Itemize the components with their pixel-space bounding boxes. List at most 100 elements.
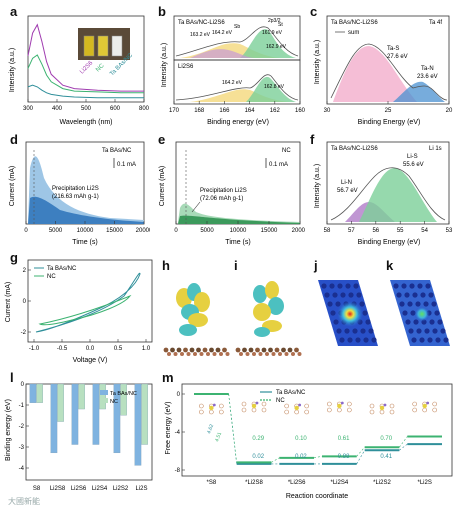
chart-e-x-tick-label: 5000 (200, 228, 214, 234)
chart-m-connector (228, 393, 237, 463)
substrate-atom (258, 352, 263, 356)
lattice-site (337, 283, 343, 289)
chart-m-y-tick-label: -8 (175, 468, 181, 474)
panel-label-l: l (10, 370, 14, 385)
chart-c-peak-value-2: 23.6 eV (417, 74, 438, 80)
chart-c-peak-label-2: Ta-N (421, 66, 434, 72)
substrate-atom (271, 352, 276, 356)
substrate-atom (173, 352, 178, 356)
molecule-ring (241, 401, 247, 407)
lattice-site (431, 301, 437, 307)
chart-l-category: Li2S (135, 486, 147, 492)
chart-a-xlabel: Wavelength (nm) (59, 119, 112, 126)
chart-g-cv: Current (mA) 2 0 -2 Ta BAs/NC NC -1.0 -0.5 0… (5, 259, 153, 364)
chart-b-x-tick-label: 170 (169, 108, 180, 114)
substrate-atom (294, 347, 299, 353)
substrate-atom (193, 352, 197, 356)
lattice-site (347, 337, 353, 343)
substrate-atom (239, 352, 243, 356)
chart-f-x-tick-label: 54 (421, 228, 428, 234)
chart-b-peak-1: 161.9 eV (262, 30, 283, 36)
chart-l-category: Li2S8 (50, 486, 66, 492)
molecule-sulfur (251, 403, 257, 409)
chart-m-category: *Li2S8 (245, 480, 263, 486)
chart-b-x-tick-label: 160 (295, 108, 305, 114)
molecule-ring (261, 401, 267, 407)
chart-a-x-tick-label: 800 (139, 106, 150, 112)
chart-d-annotation: Precipitation Li2S (52, 186, 99, 192)
molecule-li (212, 403, 216, 407)
chart-g-legend-nc: NC (47, 274, 56, 280)
chart-f-title-left: Ta BAs/NC-Li2S6 (331, 146, 378, 152)
panel-label-a: a (10, 4, 18, 19)
chart-l-category: S8 (33, 486, 41, 492)
chart-m-category: *Li2S4 (330, 480, 348, 486)
molecule-ring (369, 409, 375, 415)
fig-i-lobe-cyan-1 (253, 285, 267, 303)
chart-b-ylabel: Intensity (a.u.) (161, 43, 168, 87)
chart-d-x-tick-label: 20000 (136, 228, 150, 234)
substrate-atom (176, 347, 182, 353)
chart-b-top-sample: Ta BAs/NC-Li2S6 (178, 20, 225, 26)
substrate-atom (281, 347, 286, 353)
chart-m-step-nc: 0.10 (295, 436, 307, 442)
substrate-atom (287, 347, 293, 353)
chart-f-peak-value-2: 56.7 eV (337, 188, 358, 194)
molecule-ring (304, 409, 309, 415)
chart-l-bar (50, 383, 58, 454)
lattice-site (420, 292, 426, 298)
fig-j-hotspot (336, 300, 364, 328)
chart-c-title-right: Ta 4f (429, 20, 442, 26)
molecule-ring (337, 407, 342, 413)
chart-m-connector (271, 457, 280, 463)
chart-e-label: NC (282, 148, 291, 154)
chart-m-category: *S8 (206, 480, 216, 486)
molecule-li (426, 401, 430, 405)
chart-l-bar (141, 383, 148, 445)
substrate-atom (278, 352, 282, 356)
chart-e-xlabel: Time (s) (225, 239, 250, 246)
chart-b-bottom-peak-2: 162.8 eV (264, 84, 285, 90)
substrate-atom (297, 352, 302, 356)
chart-l-binding-energy: Binding energy (eV) 0-1-2-3-4 Ta BAs/NC … (5, 382, 153, 492)
substrate-atom (284, 352, 289, 356)
chart-c-peak-ta-s (333, 46, 417, 102)
substrate-atom (215, 347, 221, 353)
substrate-atom (225, 352, 230, 356)
chart-c-legend: sum (348, 30, 359, 36)
substrate-atom (196, 347, 201, 353)
chart-c-x-tick-label: 30 (324, 108, 331, 114)
chart-g-legend-ta: Ta BAs/NC (47, 266, 77, 272)
molecule-ring (284, 403, 289, 409)
chart-a-x-tick-label: 600 (110, 106, 121, 112)
lattice-site (425, 283, 431, 289)
chart-d-x-tick-label: 5000 (49, 228, 63, 234)
chart-l-bar (57, 383, 64, 422)
substrate-atom (248, 347, 254, 353)
substrate-atom (235, 347, 241, 353)
fig-k-hotspot (414, 306, 430, 322)
lattice-site (360, 328, 366, 334)
chart-f-x-tick-label: 55 (397, 228, 404, 234)
chart-m-category: *Li2S2 (373, 480, 391, 486)
chart-l-legend-nc-swatch (100, 398, 108, 403)
chart-f-peak-label-1: Li-S (407, 154, 418, 160)
molecule-ring (209, 409, 214, 415)
chart-l-bar (113, 383, 121, 454)
chart-l-bar (71, 383, 79, 445)
chart-e-arrow (191, 201, 201, 213)
chart-c-x-tick-label: 25 (385, 108, 392, 114)
chart-c-peak-label-1: Ta-S (387, 46, 399, 52)
chart-b-bottom-sample: Li2S6 (178, 64, 194, 70)
chart-l-bar (120, 383, 127, 416)
lattice-site (345, 283, 351, 289)
lattice-site (428, 292, 434, 298)
chart-b-top-peak-purple (190, 49, 255, 58)
substrate-atom (219, 352, 223, 356)
lattice-site (355, 337, 361, 343)
chart-l-legend-nc: NC (110, 399, 118, 405)
lattice-site (336, 328, 342, 334)
molecule-ring (219, 403, 224, 409)
chart-f-x-tick-label: 53 (446, 228, 453, 234)
fig-i-lobe-cyan-3 (254, 327, 270, 337)
